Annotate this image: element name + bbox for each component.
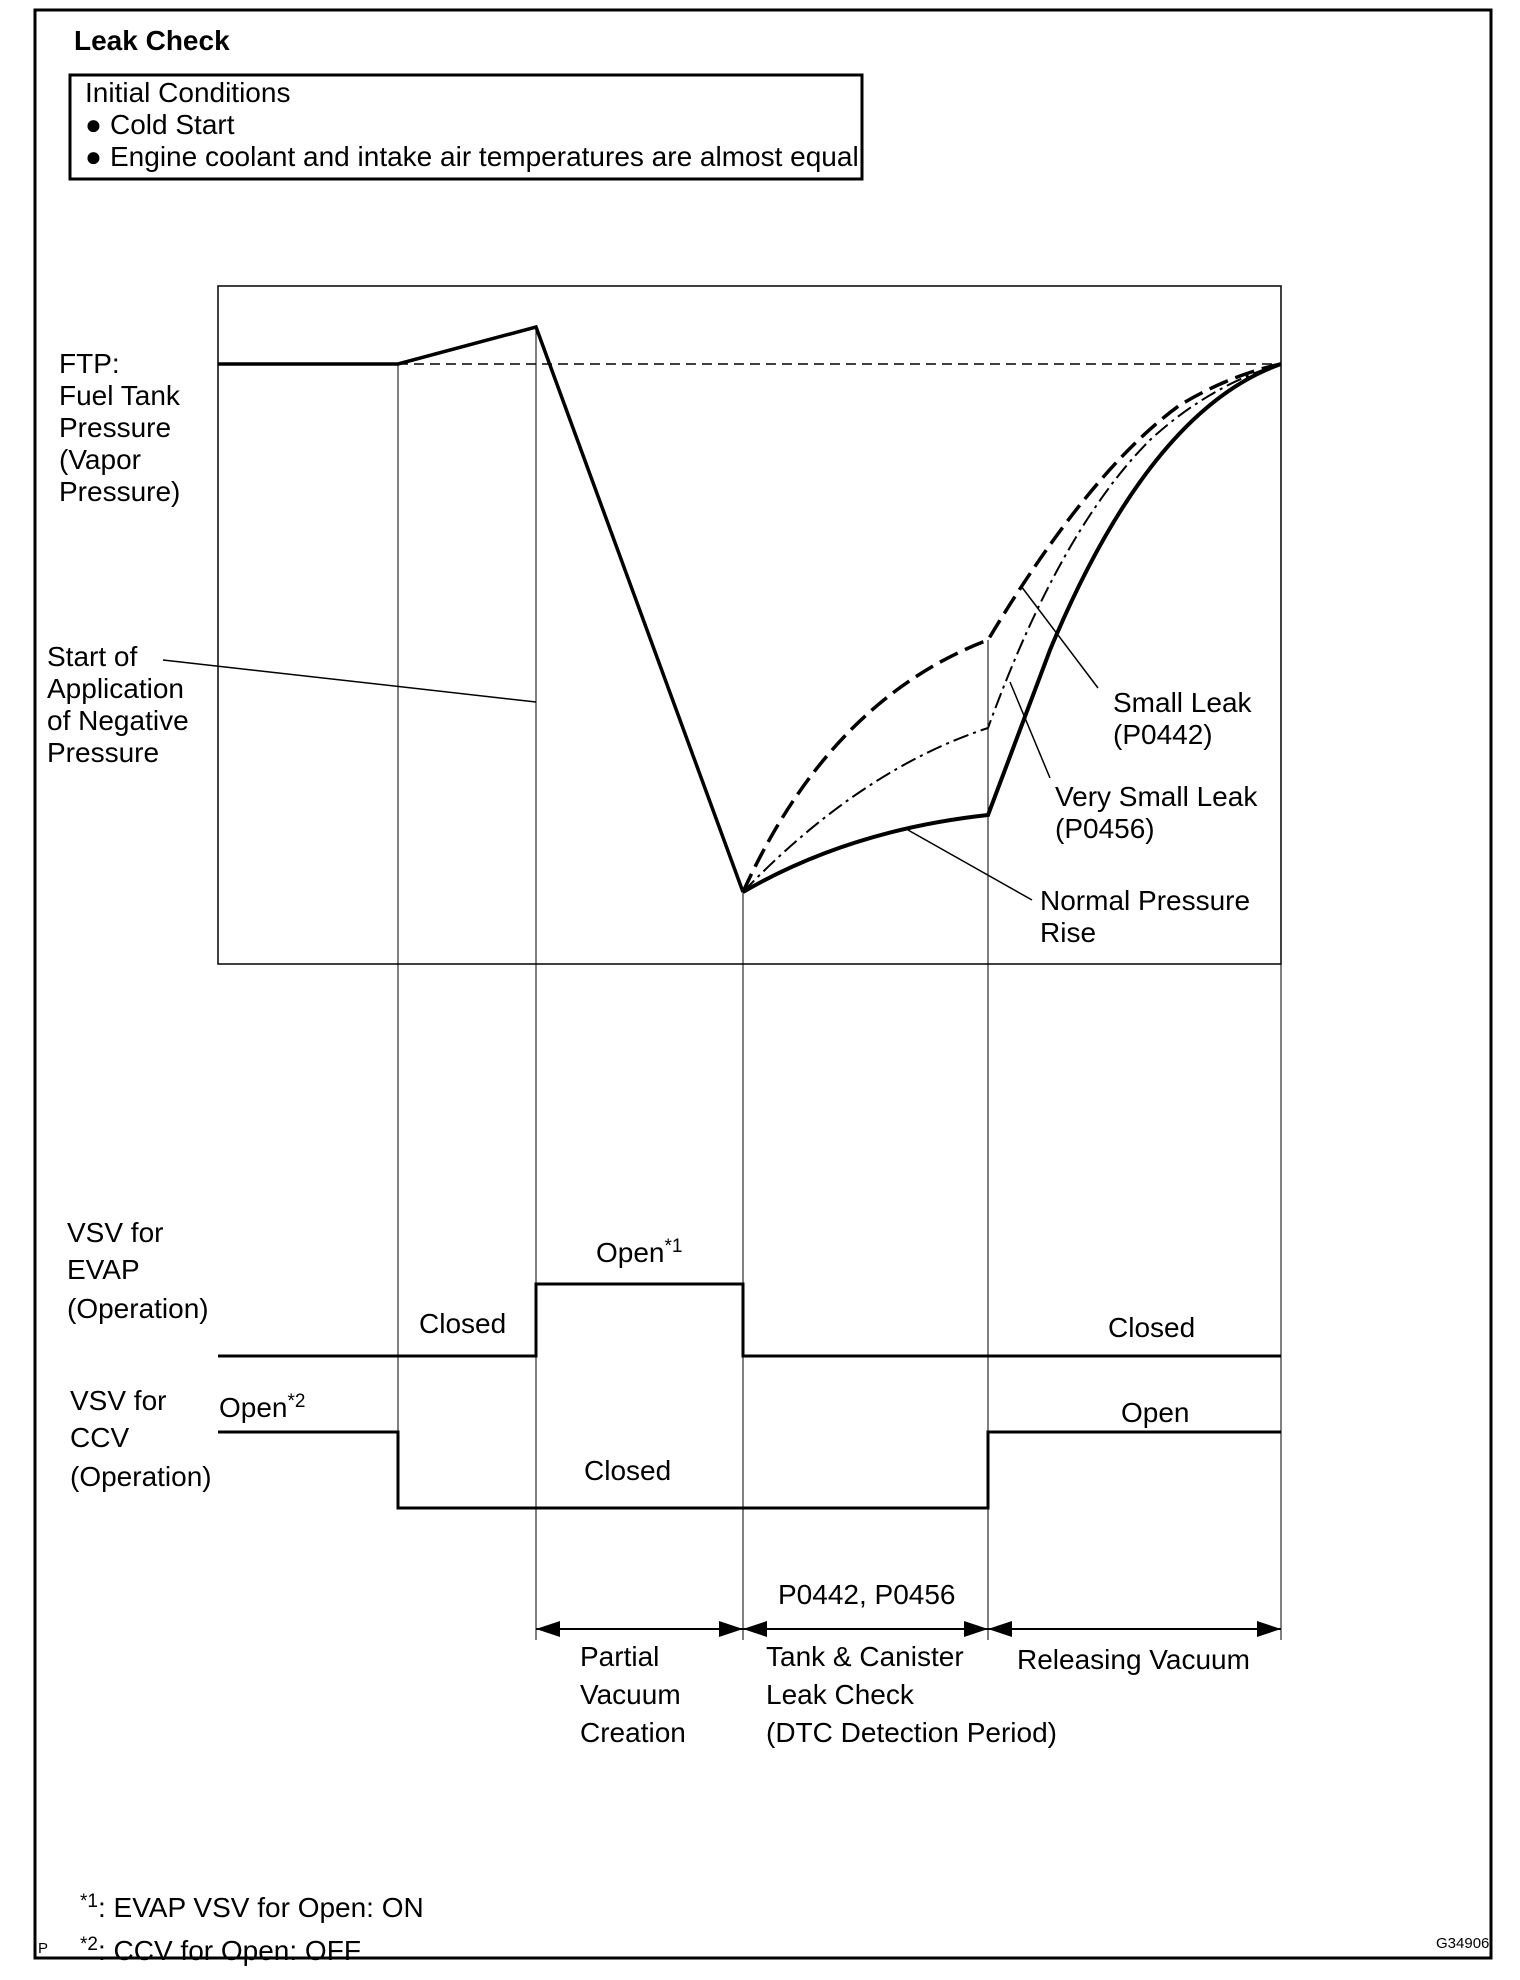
bullet-icon: ● [85, 141, 102, 172]
normal-pressure-rise-leader [907, 829, 1033, 901]
corner-mark-left: P [38, 1940, 48, 1957]
condition-cold-start: Cold Start [110, 109, 235, 140]
normal-pressure-rise-curve [741, 362, 1282, 894]
leak-check-period-label: Tank & Canister Leak Check (DTC Detectio… [766, 1641, 1057, 1748]
footnote-2-text: *2: CCV for Open: OFF [80, 1934, 361, 1966]
evap-open-label: Open*1 [596, 1236, 682, 1268]
ftp-label: FTP: Fuel Tank Pressure (Vapor Pressure) [59, 348, 188, 507]
negative-pressure-leader [162, 659, 537, 703]
ccv-open-before-label: Open*2 [219, 1391, 305, 1423]
small-leak-label: Small Leak (P0442) [1113, 687, 1259, 750]
outer-frame [33, 8, 1493, 1960]
initial-conditions-heading: Initial Conditions [85, 77, 290, 108]
phase-divider-lines [397, 326, 1282, 1640]
negative-pressure-label: Start of Application of Negative Pressur… [47, 641, 196, 768]
vsv-ccv-signal [218, 1430, 1281, 1510]
footnote-1: *1: EVAP VSV for Open: ON [80, 1891, 424, 1923]
very-small-leak-label: Very Small Leak (P0456) [1055, 781, 1265, 844]
ccv-open-after-label: Open [1121, 1397, 1190, 1428]
dtc-codes-label: P0442, P0456 [778, 1579, 956, 1610]
small-leak-leader [1020, 585, 1099, 689]
releasing-vacuum-label: Releasing Vacuum [1017, 1644, 1250, 1675]
very-small-leak-curve [742, 363, 1282, 893]
initial-conditions-box: Initial Conditions ● Cold Start ● Engine… [68, 73, 864, 181]
vsv-ccv-label: VSV for CCV (Operation) [70, 1385, 212, 1492]
normal-pressure-rise-label: Normal Pressure Rise [1040, 885, 1258, 948]
evap-closed-after-label: Closed [1108, 1312, 1195, 1343]
condition-temperatures: Engine coolant and intake air temperatur… [110, 141, 859, 172]
evap-closed-before-label: Closed [419, 1308, 506, 1339]
partial-vacuum-label: Partial Vacuum Creation [580, 1641, 688, 1748]
period-arrows [536, 1621, 1281, 1637]
very-small-leak-leader [1009, 681, 1051, 779]
vsv-evap-signal [218, 1282, 1281, 1358]
small-leak-curve [741, 362, 1282, 893]
ftp-graph-frame [217, 285, 1282, 965]
ccv-closed-label: Closed [584, 1455, 671, 1486]
figure-code: G34906 [1436, 1935, 1489, 1952]
bullet-icon: ● [85, 109, 102, 140]
ftp-pressure-curve [218, 324, 745, 893]
diagram-title: Leak Check [74, 25, 230, 56]
vsv-evap-label: VSV for EVAP (Operation) [67, 1217, 209, 1324]
